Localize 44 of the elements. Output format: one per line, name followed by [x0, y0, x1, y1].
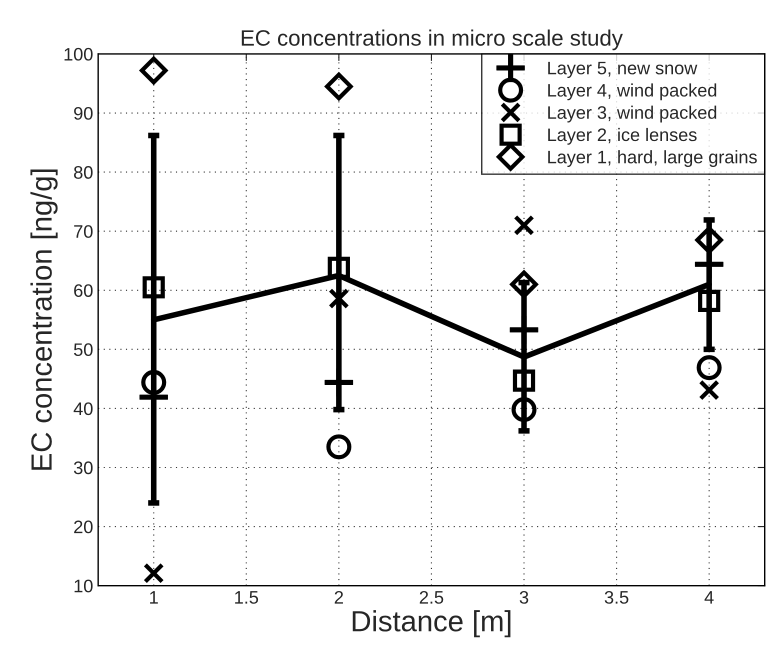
y-tick-label: 30 [74, 461, 93, 474]
x-tick-label: 3 [520, 590, 528, 604]
point [698, 290, 720, 312]
y-tick-label: 70 [74, 225, 93, 238]
point [328, 288, 350, 309]
y-tick-label: 60 [74, 284, 93, 297]
point [696, 355, 722, 380]
point [326, 434, 352, 460]
legend-label: Layer 5, new snow [548, 62, 698, 78]
point [140, 56, 168, 84]
legend-label: Layer 2, ice lenses [548, 128, 697, 145]
point [695, 226, 724, 254]
y-tick-label: 50 [74, 343, 93, 356]
point [328, 256, 350, 279]
y-tick-label: 80 [74, 166, 93, 179]
x-tick-label: 4 [704, 591, 714, 604]
x-tick-label: 1.5 [235, 591, 258, 604]
x-tick-label: 2 [334, 590, 343, 604]
legend-label: Layer 4, wind packed [548, 83, 716, 100]
y-tick-label: 10 [74, 580, 93, 592]
point [512, 397, 537, 422]
y-tick-label: 20 [74, 520, 93, 534]
x-tick-label: 2.5 [420, 590, 444, 604]
y-tick-label: 40 [74, 402, 93, 416]
point [510, 270, 538, 298]
point [510, 316, 538, 344]
x-tick-label: 3.5 [604, 590, 628, 604]
y-axis-title: EC concentration [ng/g] [30, 169, 58, 470]
point [324, 368, 354, 397]
point [694, 250, 724, 279]
x-tick-label: 1 [150, 591, 158, 604]
legend-label: Layer 1, hard, large grains [548, 150, 757, 167]
point [514, 214, 534, 236]
y-tick-label: 90 [74, 106, 93, 120]
point [143, 562, 164, 584]
x-axis-title: Distance [m] [352, 610, 510, 638]
point [512, 370, 536, 392]
point [142, 276, 165, 298]
y-tick-label: 100 [64, 48, 93, 61]
chart-title: EC concentrations in micro scale study [242, 30, 623, 50]
legend-label: Layer 3, wind packed [548, 106, 716, 122]
point [698, 380, 720, 401]
point [324, 72, 353, 100]
point [141, 370, 166, 395]
